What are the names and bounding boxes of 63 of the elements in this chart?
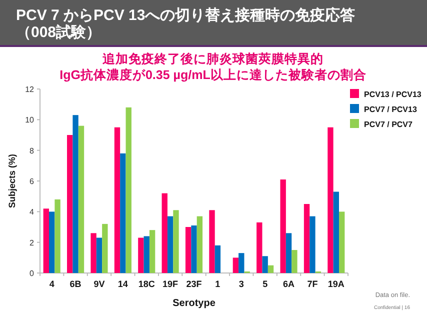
bar [338, 212, 345, 273]
bar [72, 115, 78, 273]
legend-label: PCV7 / PCV13 [364, 105, 418, 114]
bar [268, 265, 274, 273]
y-tick-label: 12 [25, 85, 35, 94]
bar [256, 222, 262, 273]
bar [144, 236, 150, 273]
bar [191, 225, 197, 273]
y-tick-label: 0 [30, 269, 35, 278]
y-axis-title: Subjects (%) [7, 154, 17, 208]
x-tick-label: 23F [186, 279, 202, 289]
x-tick-label: 6B [70, 279, 82, 289]
bar [286, 233, 292, 273]
bar [120, 153, 126, 273]
bar [280, 179, 286, 273]
y-tick-label: 4 [30, 208, 35, 217]
x-tick-label: 6A [283, 279, 296, 289]
x-tick-label: 18C [138, 279, 156, 289]
bar [185, 227, 192, 273]
bar [138, 238, 144, 273]
x-tick-label: 1 [215, 279, 220, 289]
y-tick-label: 10 [25, 116, 35, 125]
bar [328, 127, 334, 273]
y-tick-label: 2 [30, 238, 35, 248]
chart-subtitle: 追加免疫終了後に肺炎球菌莢膜特異的IgG抗体濃度が0.35 µg/mL以上に達した被験者の割合 [60, 51, 366, 82]
legend-label: PCV7 / PCV7 [364, 120, 414, 129]
bar [262, 256, 268, 273]
bar [214, 245, 221, 273]
bar [149, 230, 156, 273]
bar [232, 258, 239, 273]
y-tick-label: 8 [30, 146, 35, 156]
x-tick-label: 4 [49, 279, 54, 289]
bar [310, 216, 316, 273]
bar [209, 210, 215, 273]
x-tick-label: 5 [262, 279, 268, 289]
x-tick-label: 7F [307, 279, 318, 289]
bar [126, 107, 132, 273]
bar [292, 250, 298, 273]
bar [162, 193, 168, 273]
bar [78, 126, 84, 273]
y-tick-label: 6 [30, 177, 35, 186]
bar [49, 212, 55, 273]
legend-label: PCV13 / PCV13 [364, 90, 422, 99]
x-axis-title: Serotype [172, 298, 216, 309]
bar [196, 216, 203, 273]
x-tick-label: 19F [162, 279, 179, 289]
bar [304, 204, 310, 273]
x-tick-label: 19A [328, 279, 345, 289]
bar [67, 135, 73, 273]
bar [333, 192, 339, 273]
bar [173, 210, 179, 273]
bar [90, 233, 96, 273]
chart-title: PCV 7 からPCV 13への切り替え接種時の免疫応答（008試験） [16, 6, 356, 41]
bar [238, 253, 244, 273]
bar [96, 238, 102, 273]
x-tick-label: 14 [118, 279, 128, 289]
bar [54, 199, 60, 273]
x-tick-label: 9V [94, 279, 105, 289]
bar [43, 208, 50, 273]
bar [167, 216, 174, 273]
x-tick-label: 3 [238, 279, 244, 289]
bar [102, 224, 108, 273]
bar [114, 127, 120, 273]
